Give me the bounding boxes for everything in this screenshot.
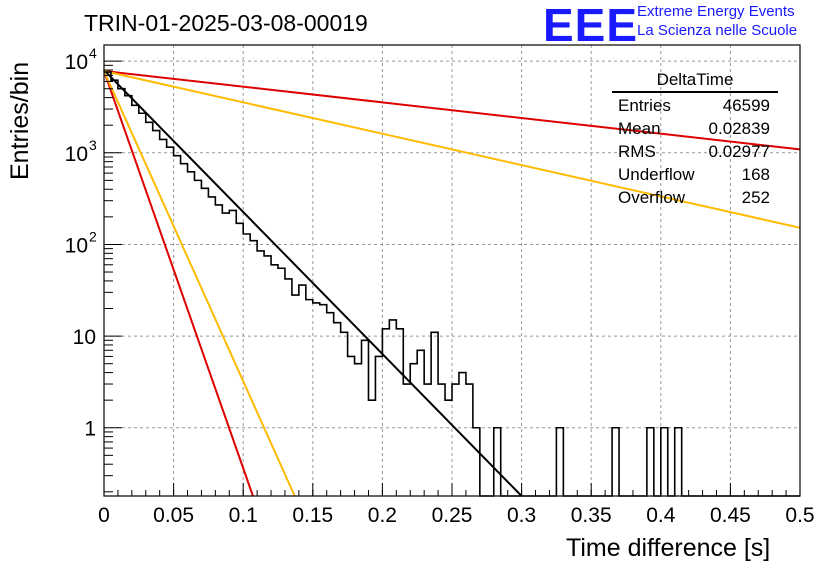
x-tick-label: 0.45 — [710, 504, 751, 527]
stats-label: Underflow — [618, 165, 695, 184]
logo-line-2: La Scienza nelle Scuole — [637, 22, 798, 39]
stats-label: Overflow — [618, 188, 686, 207]
y-axis-label: Entries/bin — [6, 61, 34, 180]
x-tick-label: 0.5 — [785, 504, 814, 527]
x-tick-label: 0.2 — [368, 504, 397, 527]
fit-curves — [103, 69, 801, 497]
stats-label: RMS — [618, 142, 656, 161]
stats-row-overflow: Overflow 252 — [612, 186, 778, 209]
stats-label: Entries — [618, 96, 671, 115]
stats-value: 0.02839 — [708, 119, 770, 138]
stats-value: 0.02977 — [708, 142, 770, 161]
fit-line — [103, 70, 801, 151]
y-tick-label: 1 — [84, 418, 96, 441]
stats-value: 252 — [741, 188, 770, 207]
y-tick-exponent: 4 — [89, 45, 97, 61]
y-tick-exponent: 3 — [89, 137, 97, 153]
grid-lines — [104, 45, 800, 496]
fit-line — [103, 69, 523, 497]
y-tick-exponent: 2 — [89, 228, 97, 244]
x-tick-label: 0 — [98, 504, 110, 527]
x-tick-label: 0.05 — [153, 504, 194, 527]
x-tick-label: 0.35 — [571, 504, 612, 527]
stats-row-entries: Entries 46599 — [612, 94, 778, 117]
stats-value: 46599 — [722, 96, 770, 115]
y-tick-label: 10 — [65, 51, 88, 74]
logo-line-1: Extreme Energy Events — [637, 3, 795, 20]
stats-row-rms: RMS 0.02977 — [612, 140, 778, 163]
x-axis-label: Time difference [s] — [566, 534, 771, 562]
stats-row-mean: Mean 0.02839 — [612, 117, 778, 140]
y-tick-label: 10 — [73, 326, 96, 349]
stats-label: Mean — [618, 119, 661, 138]
y-tick-label: 10 — [65, 234, 88, 257]
x-tick-label: 0.15 — [292, 504, 333, 527]
fit-line — [103, 70, 801, 229]
stats-value: 168 — [741, 165, 770, 184]
x-tick-label: 0.25 — [432, 504, 473, 527]
y-tick-label: 10 — [65, 143, 88, 166]
eee-logo: EEE — [543, 0, 639, 51]
fit-line — [103, 70, 296, 497]
chart-title: TRIN-01-2025-03-08-00019 — [84, 10, 368, 36]
axis-ticks — [103, 60, 801, 496]
histogram — [104, 71, 800, 497]
x-tick-label: 0.1 — [229, 504, 258, 527]
stats-box: DeltaTime Entries 46599 Mean 0.02839 RMS 0.… — [612, 70, 778, 209]
fit-line — [103, 70, 254, 497]
tick-labels: 0 0.05 0.1 0.15 0.2 0.25 0.3 0.35 0.4 0.45 0.5 1 10 1… — [65, 45, 815, 527]
x-tick-label: 0.3 — [507, 504, 536, 527]
stats-name: DeltaTime — [612, 70, 778, 93]
stats-row-underflow: Underflow 168 — [612, 163, 778, 186]
histogram-outline — [104, 71, 800, 497]
x-tick-label: 0.4 — [646, 504, 676, 527]
